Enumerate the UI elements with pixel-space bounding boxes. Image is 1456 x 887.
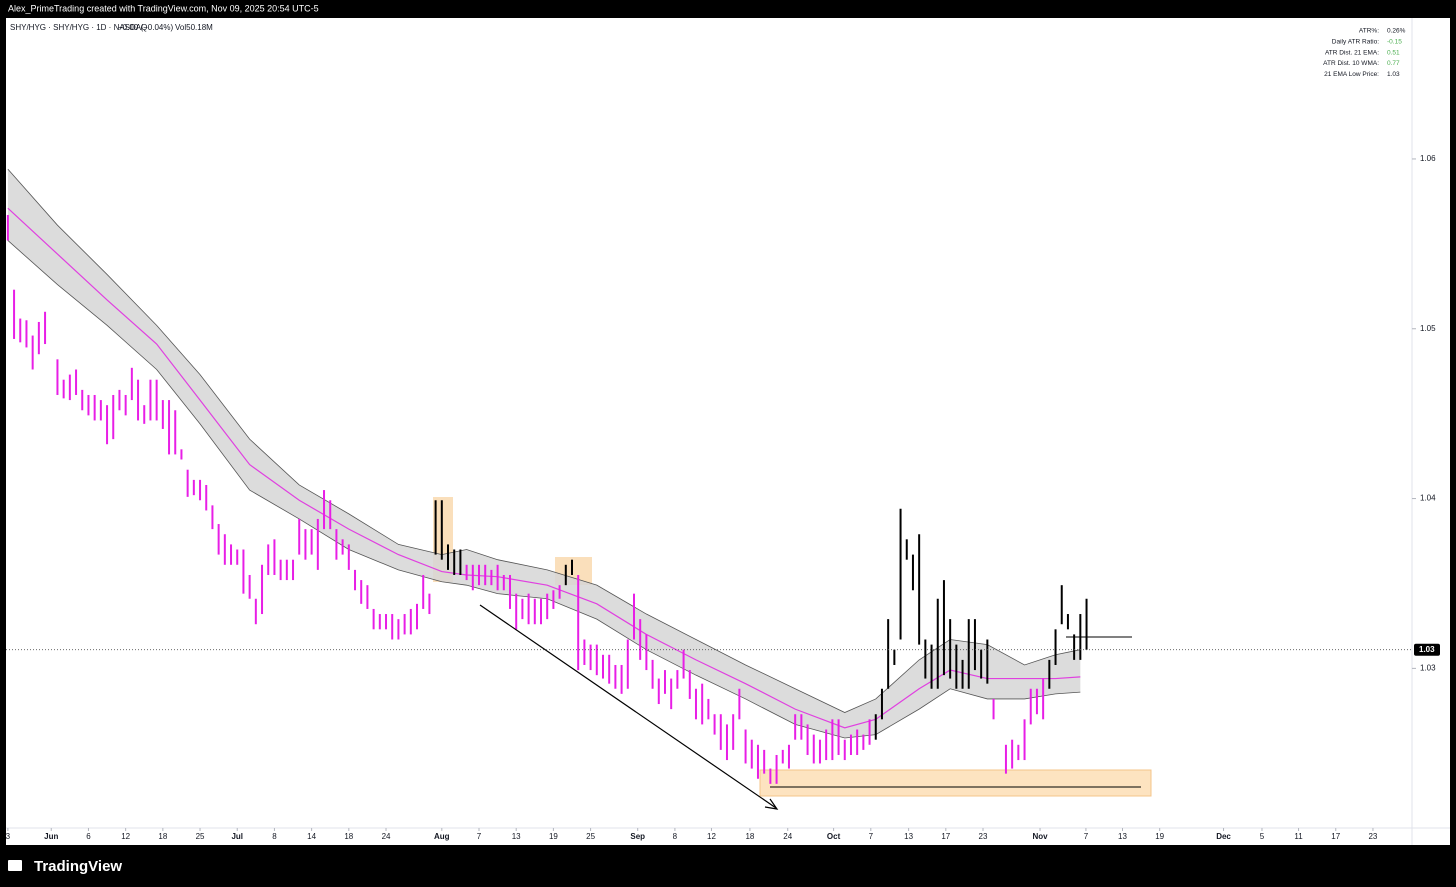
x-tick-label: 18 [745, 832, 754, 841]
x-tick-label: 14 [307, 832, 316, 841]
brand: TradingView [34, 858, 122, 875]
x-tick-label: 18 [344, 832, 353, 841]
x-tick-label: 7 [477, 832, 482, 841]
x-tick-label: Oct [827, 832, 841, 841]
last-price-label: 1.03 [1419, 645, 1435, 654]
indicator-label: ATR Dist. 21 EMA: [1325, 49, 1379, 56]
header: Alex_PrimeTrading created with TradingVi… [8, 3, 319, 13]
trend-arrow [479, 604, 777, 809]
ema-line [7, 207, 1081, 729]
x-tick-label: 24 [382, 832, 391, 841]
x-tick-label: 6 [86, 832, 91, 841]
band-upper [7, 168, 1081, 713]
x-tick-label: 17 [941, 832, 950, 841]
chart-area [6, 18, 1450, 845]
x-tick-label: 5 [1260, 832, 1265, 841]
x-tick-label: 24 [783, 832, 792, 841]
indicator-value: -0.15 [1387, 39, 1402, 46]
x-tick-label: 23 [1368, 832, 1377, 841]
indicator-label: 21 EMA Low Price: [1324, 71, 1379, 78]
x-tick-label: 11 [1294, 832, 1303, 841]
band-lower [7, 240, 1081, 739]
x-tick-label: 13 [904, 832, 913, 841]
arrow-head [764, 798, 779, 810]
x-tick-label: 8 [673, 832, 678, 841]
volume: Vol50.18M [175, 23, 213, 32]
indicator-value: 0.77 [1387, 60, 1400, 67]
symbol: SHY/HYG · SHY/HYG · 1D · NASDAQ [10, 23, 147, 32]
x-tick-label: 8 [272, 832, 277, 841]
x-tick-label: Jun [44, 832, 58, 841]
x-tick-label: Dec [1216, 832, 1231, 841]
plot [6, 168, 1152, 810]
x-tick-label: 18 [158, 832, 167, 841]
indicator-value: 1.03 [1387, 71, 1400, 78]
x-tick-label: Jul [231, 832, 243, 841]
x-tick-label: Nov [1032, 832, 1048, 841]
y-tick-label: 1.06 [1420, 154, 1436, 163]
x-tick-label: 19 [549, 832, 558, 841]
x-tick-label: 12 [707, 832, 716, 841]
logo: TradingView [8, 858, 122, 875]
x-tick-label: 3 [6, 832, 11, 841]
last-price-tag [1414, 643, 1440, 656]
x-tick-label: Sep [630, 832, 645, 841]
highlight-box [759, 769, 1152, 797]
y-tick-label: 1.03 [1420, 663, 1436, 672]
indicator-value: 0.51 [1387, 49, 1400, 56]
x-tick-label: 19 [1155, 832, 1164, 841]
indicator-label: Daily ATR Ratio: [1332, 39, 1379, 46]
indicator-label: ATR%: [1359, 28, 1379, 35]
x-tick-label: 12 [121, 832, 130, 841]
x-tick-label: 7 [1084, 832, 1089, 841]
x-tick-label: 17 [1331, 832, 1340, 841]
x-tick-label: 25 [586, 832, 595, 841]
indicator-label: ATR Dist. 10 WMA: [1323, 60, 1379, 67]
logo-mark [8, 860, 22, 871]
x-tick-label: 13 [512, 832, 521, 841]
symbol-info: SHY/HYG · SHY/HYG · 1D · NASDAQ −0.00 (−… [10, 23, 213, 32]
x-tick-label: 25 [196, 832, 205, 841]
x-tick-label: Aug [434, 832, 450, 841]
x-tick-label: 7 [869, 832, 874, 841]
y-tick-label: 1.05 [1420, 324, 1436, 333]
change: −0.00 (−0.04%) [118, 23, 173, 32]
indicator-value: 0.26% [1387, 28, 1406, 35]
y-tick-label: 1.04 [1420, 494, 1436, 503]
x-tick-label: 23 [979, 832, 988, 841]
x-tick-label: 13 [1118, 832, 1127, 841]
